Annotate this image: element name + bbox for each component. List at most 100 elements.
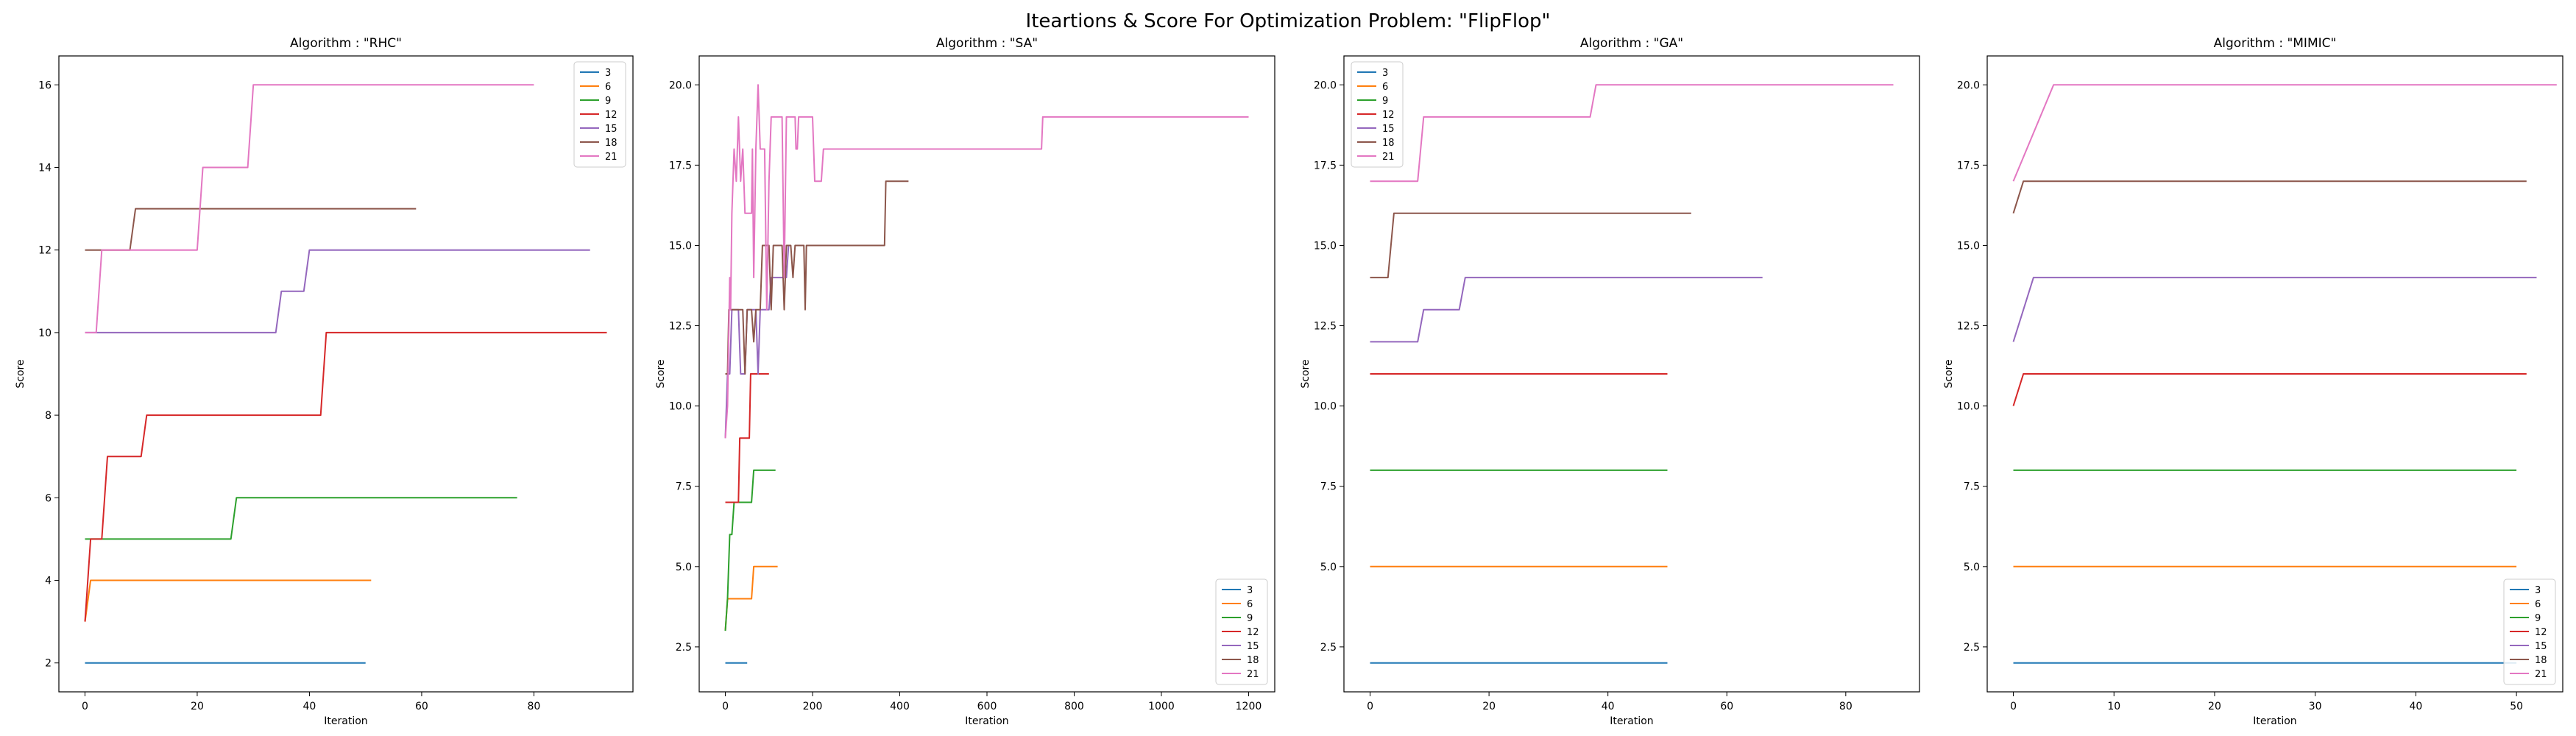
y-tick-label: 2.5 [1964,642,1980,654]
legend-label: 6 [1382,82,1388,93]
legend-label: 3 [605,68,611,79]
chart-title: Algorithm : "SA" [936,36,1038,51]
legend-label: 9 [605,96,611,107]
legend: 3 6 9 12 15 18 21 [1215,578,1268,685]
chart-panel-mimic: Algorithm : "MIMIC" 0 10 20 30 40 50 2.5 5.0 7.5 1… [1943,36,2563,727]
series-line-15 [1370,277,1763,343]
x-tick-label: 0 [82,701,88,712]
y-axis-label: Score [1300,359,1312,388]
chart-panel-sa: Algorithm : "SA" 0 200 400 600 800 1000 1200 2.5… [655,36,1275,727]
y-tick-label: 10.0 [669,401,692,413]
series-line-15 [724,244,791,439]
legend-label: 21 [1247,669,1259,680]
series-line-9 [85,497,517,540]
axes-frame [58,55,634,693]
x-tick-label: 800 [1064,701,1084,712]
legend-label: 18 [605,138,618,149]
y-tick-label: 10 [38,328,52,339]
legend-box [1351,61,1404,168]
series-line-18 [85,208,417,251]
legend-label: 12 [1382,110,1395,121]
x-tick-label: 80 [528,701,541,712]
x-tick-label: 50 [2510,701,2523,712]
series-lines [2012,84,2557,664]
y-tick-label: 17.5 [669,160,692,171]
x-tick-label: 400 [890,701,910,712]
y-tick-label: 15.0 [1957,240,1980,252]
legend-label: 3 [1247,585,1253,596]
series-line-18 [2012,180,2527,214]
y-axis-label: Score [15,359,26,388]
y-tick-label: 4 [45,576,52,587]
legend-label: 6 [605,82,611,93]
x-tick-label: 60 [415,701,428,712]
y-tick-label: 20.0 [669,79,692,91]
legend-label: 21 [605,152,618,163]
series-line-15 [85,249,590,333]
legend-label: 6 [2535,599,2541,610]
series-line-21 [1370,84,1894,183]
x-tick-label: 40 [1602,701,1615,712]
y-tick-label: 2.5 [1320,642,1337,654]
y-tick-label: 17.5 [1957,160,1980,171]
chart-title: Algorithm : "GA" [1580,36,1683,51]
y-tick-label: 12.5 [1957,321,1980,333]
x-tick-label: 20 [191,701,204,712]
y-tick-label: 20.0 [1957,79,1980,91]
legend-label: 15 [1382,124,1395,135]
x-tick-label: 40 [2409,701,2422,712]
x-axis-label: Iteration [965,715,1008,727]
y-axis-label: Score [655,359,667,388]
legend-label: 21 [2535,669,2547,680]
legend-label: 15 [605,124,618,135]
x-tick-label: 30 [2309,701,2322,712]
series-line-12 [2012,373,2527,406]
chart-panel-rhc: Algorithm : "RHC" 0 20 40 60 80 2 4 6 8 10 12 14 16 It… [15,36,634,727]
legend-label: 12 [1247,627,1259,638]
legend-label: 9 [2535,613,2541,624]
series-line-6 [84,579,372,622]
legend-box [573,61,626,168]
y-tick-label: 8 [45,410,52,422]
y-tick-label: 10.0 [1314,401,1337,413]
legend-label: 15 [2535,641,2547,652]
x-tick-label: 60 [1720,701,1733,712]
series-line-21 [85,84,534,333]
series-line-6 [724,565,778,631]
legend: 3 6 9 12 15 18 21 [573,61,626,168]
y-tick-label: 15.0 [1314,240,1337,252]
legend-box [2503,578,2556,685]
x-tick-label: 80 [1839,701,1853,712]
x-tick-label: 0 [2010,701,2017,712]
y-tick-label: 6 [45,492,52,504]
x-tick-label: 10 [2107,701,2120,712]
y-tick-label: 16 [38,79,52,91]
y-tick-label: 7.5 [1320,481,1337,493]
x-tick-label: 600 [977,701,997,712]
legend-label: 15 [1247,641,1259,652]
x-axis-label: Iteration [2253,715,2296,727]
y-tick-label: 17.5 [1314,160,1337,171]
series-line-18 [1370,212,1691,279]
legend-label: 6 [1247,599,1253,610]
series-line-21 [2012,84,2557,182]
y-tick-label: 15.0 [669,240,692,252]
y-tick-label: 2 [45,658,52,670]
y-tick-label: 12.5 [669,321,692,333]
legend-label: 12 [2535,627,2547,638]
legend: 3 6 9 12 15 18 21 [1351,61,1404,168]
legend-label: 12 [605,110,618,121]
x-tick-label: 0 [722,701,729,712]
series-line-18 [725,180,909,375]
legend-label: 18 [1382,138,1395,149]
series-line-9 [724,469,776,631]
y-tick-label: 14 [38,162,52,174]
x-axis-label: Iteration [1610,715,1653,727]
y-tick-label: 7.5 [676,481,692,493]
series-line-12 [725,373,769,503]
y-tick-label: 12.5 [1314,321,1337,333]
figure-title: Iteartions & Score For Optimization Prob… [1025,10,1551,32]
legend-label: 9 [1247,613,1253,624]
legend-box [1215,578,1268,685]
series-lines [84,84,607,664]
